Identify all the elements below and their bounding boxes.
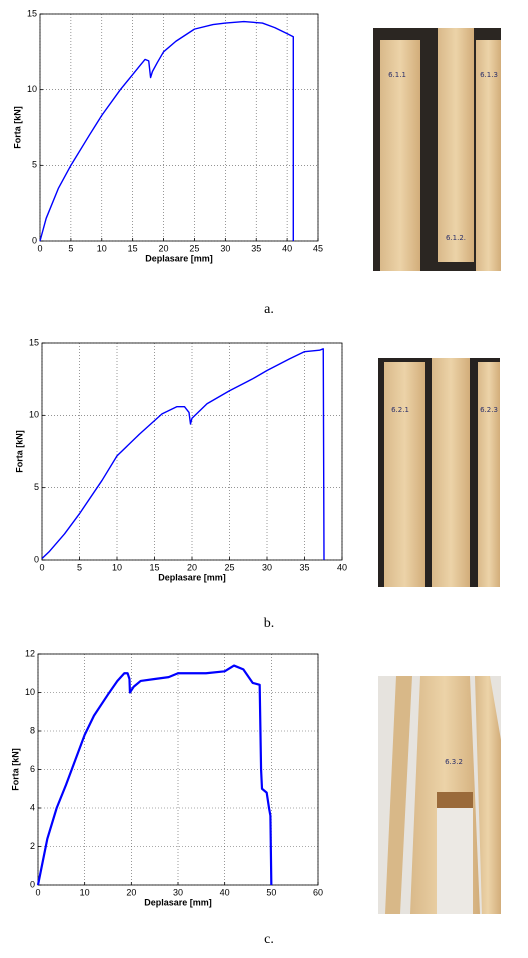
y-tick-label: 10 xyxy=(25,687,35,697)
y-tick-label: 5 xyxy=(34,482,39,492)
y-tick-label: 15 xyxy=(27,8,37,18)
x-tick-label: 15 xyxy=(128,243,138,253)
y-tick-label: 5 xyxy=(32,160,37,170)
plot-area xyxy=(40,14,318,241)
y-tick-label: 0 xyxy=(34,554,39,564)
x-tick-label: 20 xyxy=(187,562,197,572)
y-axis-label: Forta [kN] xyxy=(14,430,24,473)
x-tick-label: 60 xyxy=(313,887,323,897)
plot-frame xyxy=(37,653,319,886)
x-tick-label: 30 xyxy=(220,243,230,253)
x-tick-label: 30 xyxy=(262,562,272,572)
caption: a. xyxy=(264,302,274,317)
x-tick-label: 0 xyxy=(35,887,40,897)
x-tick-label: 10 xyxy=(80,887,90,897)
x-tick-label: 10 xyxy=(97,243,107,253)
data-line xyxy=(39,20,294,242)
x-tick-label: 5 xyxy=(77,562,82,572)
photo-label: 6.2.3 xyxy=(480,406,498,414)
photo: 6.2.1 6.2.3 xyxy=(378,358,500,587)
y-tick-label: 4 xyxy=(30,802,35,812)
x-tick-label: 15 xyxy=(149,562,159,572)
x-tick-label: 30 xyxy=(173,887,183,897)
data-line xyxy=(41,348,325,561)
x-tick-label: 45 xyxy=(313,243,323,253)
x-axis-label: Deplasare [mm] xyxy=(158,572,226,582)
caption: c. xyxy=(264,932,274,947)
x-axis-label: Deplasare [mm] xyxy=(145,253,213,263)
y-tick-label: 15 xyxy=(29,337,39,347)
y-tick-label: 0 xyxy=(32,235,37,245)
x-tick-label: 40 xyxy=(220,887,230,897)
photo-label: 6.1.3 xyxy=(480,71,498,79)
plot-frame xyxy=(39,13,319,242)
x-tick-label: 50 xyxy=(266,887,276,897)
y-tick-label: 2 xyxy=(30,841,35,851)
x-tick-label: 5 xyxy=(68,243,73,253)
y-tick-label: 10 xyxy=(29,410,39,420)
x-tick-label: 20 xyxy=(126,887,136,897)
photo: 6.1.1 6.1.2. 6.1.3 xyxy=(373,28,501,271)
y-tick-label: 10 xyxy=(27,84,37,94)
y-tick-label: 12 xyxy=(25,648,35,658)
x-tick-label: 35 xyxy=(299,562,309,572)
photo-label: 6.3.2 xyxy=(445,758,463,766)
x-tick-label: 25 xyxy=(189,243,199,253)
y-tick-label: 0 xyxy=(30,879,35,889)
data-line xyxy=(36,664,273,886)
y-tick-label: 6 xyxy=(30,764,35,774)
photo: 6.3.2 xyxy=(378,676,501,914)
x-tick-label: 10 xyxy=(112,562,122,572)
caption: b. xyxy=(264,616,275,631)
y-tick-label: 8 xyxy=(30,725,35,735)
x-tick-label: 25 xyxy=(224,562,234,572)
x-tick-label: 0 xyxy=(39,562,44,572)
x-tick-label: 40 xyxy=(337,562,347,572)
x-tick-label: 35 xyxy=(251,243,261,253)
x-tick-label: 0 xyxy=(37,243,42,253)
y-axis-label: Forta [kN] xyxy=(10,748,20,791)
y-axis-label: Forta [kN] xyxy=(12,106,22,149)
photo-label: 6.2.1 xyxy=(391,406,409,414)
x-tick-label: 40 xyxy=(282,243,292,253)
plot-frame xyxy=(41,342,343,561)
photo-label: 6.1.1 xyxy=(388,71,406,79)
x-tick-label: 20 xyxy=(159,243,169,253)
photo-label: 6.1.2. xyxy=(446,234,466,242)
x-axis-label: Deplasare [mm] xyxy=(144,897,212,907)
